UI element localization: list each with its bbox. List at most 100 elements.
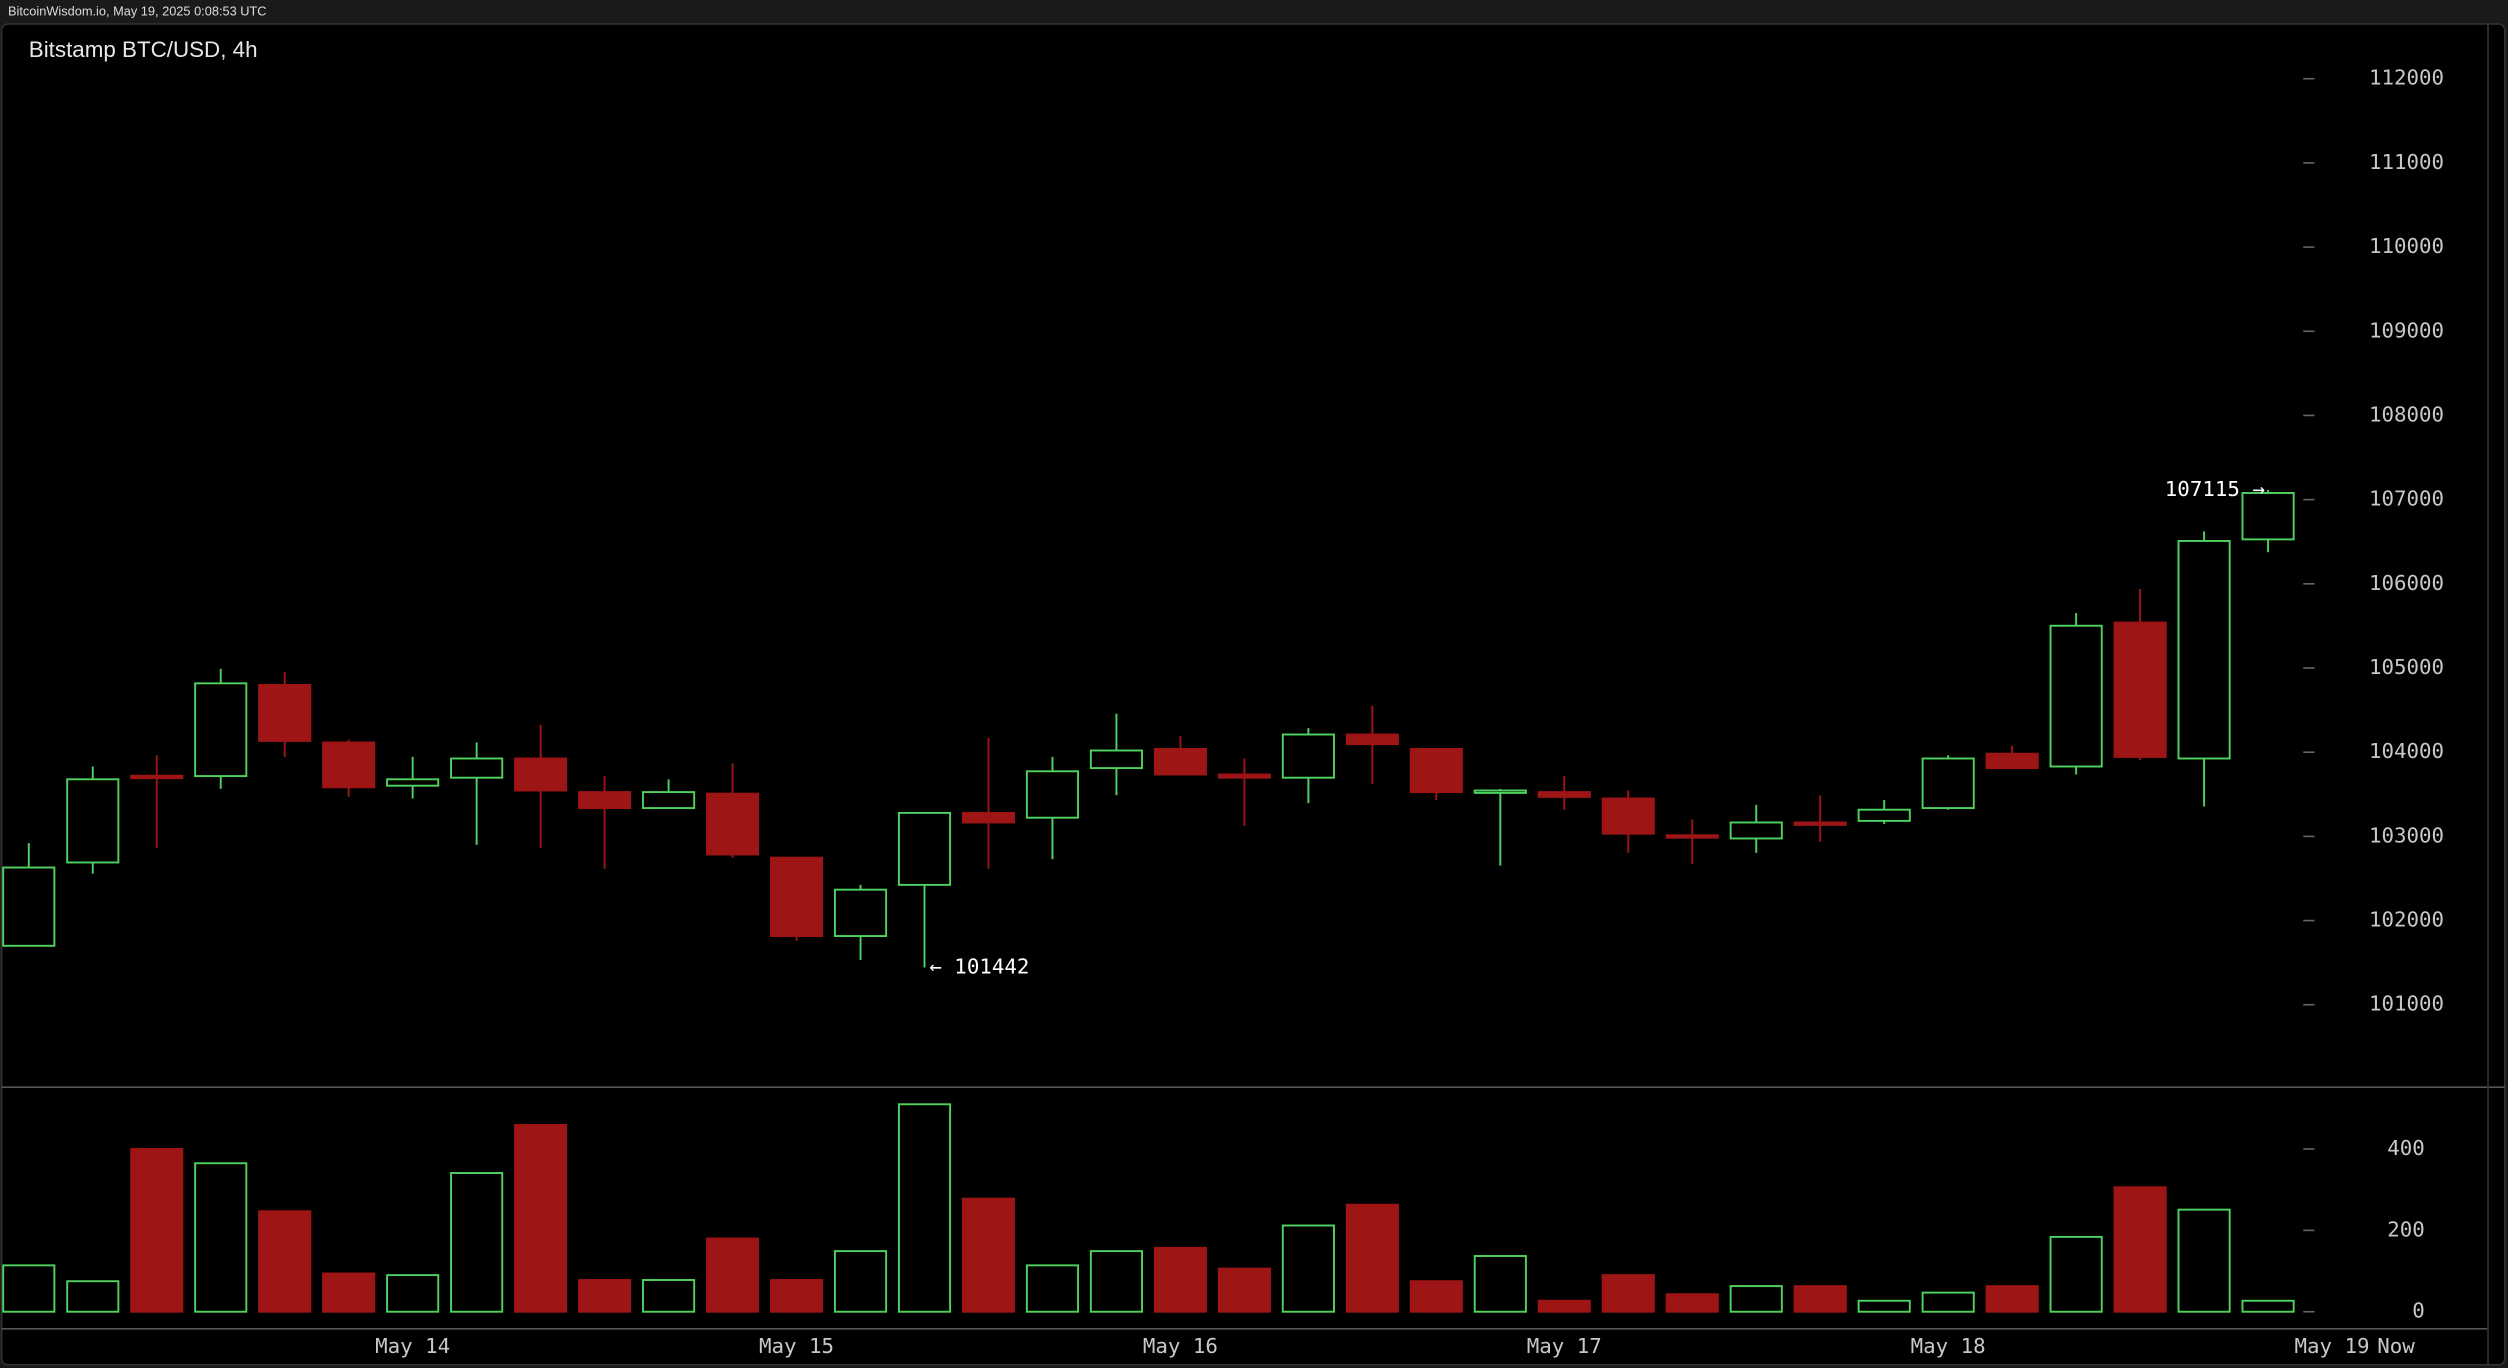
volume-bar	[194, 1162, 248, 1313]
y-tick-label: 110000	[2369, 234, 2444, 258]
volume-bar	[1409, 1280, 1463, 1313]
candle-body	[897, 811, 952, 886]
y-tick-label: 104000	[2369, 739, 2444, 763]
volume-bar	[130, 1148, 184, 1313]
candle-body	[66, 778, 120, 864]
volume-bar	[642, 1279, 696, 1313]
annotation: ← 101442	[929, 955, 1029, 979]
volume-bar	[1921, 1291, 1975, 1313]
candle-body	[2, 866, 56, 947]
candle-body	[386, 778, 440, 787]
candle-body	[642, 791, 696, 810]
volume-bar	[2, 1264, 56, 1313]
candle-body	[961, 811, 1016, 824]
volume-bar	[1985, 1285, 2039, 1313]
volume-bar	[1665, 1293, 1719, 1313]
volume-bar	[2177, 1208, 2231, 1313]
y-tick-label: 112000	[2369, 66, 2444, 90]
y-tick-label: 102000	[2369, 908, 2444, 932]
volume-bar	[578, 1279, 632, 1313]
volume-bar	[386, 1274, 440, 1313]
volume-bar	[322, 1272, 376, 1313]
volume-bar	[1601, 1274, 1655, 1313]
x-tick-label: May 15	[759, 1334, 834, 1358]
candle-body	[1153, 747, 1207, 776]
candle-body	[1025, 770, 1080, 819]
y-tick-label: 105000	[2369, 655, 2444, 679]
candle-body	[2241, 492, 2295, 541]
y-tick-label: 106000	[2369, 571, 2444, 595]
candle-body	[1729, 821, 1783, 840]
source-text: BitcoinWisdom.io, May 19, 2025 0:08:53 U…	[8, 3, 267, 18]
candle-body	[1281, 733, 1335, 779]
volume-bar	[2049, 1235, 2103, 1313]
candle-body	[578, 791, 632, 810]
candle-body	[450, 757, 504, 779]
volume-bar	[897, 1103, 952, 1313]
y-tick-label: 111000	[2369, 150, 2444, 174]
candle-body	[514, 757, 568, 792]
chart-panel	[0, 23, 2506, 1366]
candle-body	[1985, 752, 2039, 770]
volume-bar	[514, 1124, 568, 1313]
candle-body	[1409, 747, 1463, 794]
volume-bar	[450, 1172, 504, 1313]
candle-body	[706, 792, 760, 856]
volume-tick-label: 400	[2387, 1136, 2425, 1160]
candle-body	[1793, 821, 1847, 826]
volume-bar	[1025, 1264, 1080, 1313]
x-tick-label: May 16	[1143, 1334, 1218, 1358]
candle-body	[1857, 808, 1911, 822]
volume-bar	[961, 1197, 1016, 1313]
candle-body	[1601, 797, 1655, 835]
y-tick-label: 107000	[2369, 487, 2444, 511]
y-tick-label: 109000	[2369, 318, 2444, 342]
volume-bar	[1729, 1285, 1783, 1313]
x-tick-label: Now	[2377, 1334, 2415, 1358]
y-tick-label: 108000	[2369, 402, 2444, 426]
volume-bar	[1153, 1246, 1207, 1313]
volume-bar	[1345, 1203, 1399, 1313]
candle-body	[194, 682, 248, 778]
volume-bar	[706, 1237, 760, 1313]
annotation: 107115 →	[2165, 477, 2265, 501]
candle-body	[1665, 834, 1719, 839]
candle-body	[2177, 540, 2231, 760]
x-tick-label: May 19	[2295, 1334, 2370, 1358]
candle-body	[258, 683, 312, 742]
volume-bar	[2241, 1299, 2295, 1313]
volume-bar	[1473, 1255, 1527, 1313]
volume-bar	[1537, 1299, 1591, 1313]
candle-body	[1089, 749, 1143, 770]
chart-title: Bitstamp BTC/USD, 4h	[29, 37, 258, 62]
volume-tick-label: 200	[2387, 1217, 2425, 1241]
volume-bar	[258, 1210, 312, 1313]
x-tick-label: May 17	[1527, 1334, 1602, 1358]
candle-body	[1345, 733, 1399, 746]
candle-body	[130, 774, 184, 780]
volume-bar	[2113, 1186, 2167, 1313]
candle-body	[1473, 789, 1527, 794]
y-tick-label: 101000	[2369, 992, 2444, 1016]
candle-body	[1217, 773, 1271, 779]
volume-bar	[66, 1280, 120, 1313]
candle-body	[1537, 791, 1591, 798]
candle-body	[1921, 757, 1975, 810]
candle-body	[2113, 621, 2167, 758]
volume-bar	[1217, 1267, 1271, 1313]
volume-bar	[1857, 1299, 1911, 1313]
candle-body	[769, 856, 824, 938]
volume-bar	[1281, 1224, 1335, 1313]
volume-bar	[1089, 1250, 1143, 1313]
candle-body	[833, 888, 888, 938]
x-tick-label: May 18	[1911, 1334, 1986, 1358]
y-tick-label: 103000	[2369, 823, 2444, 847]
volume-tick-label: 0	[2412, 1299, 2425, 1323]
volume-bar	[769, 1279, 824, 1313]
candle-body	[2049, 624, 2103, 768]
volume-bar	[833, 1250, 888, 1313]
volume-bar	[1793, 1285, 1847, 1313]
x-tick-label: May 14	[375, 1334, 450, 1358]
